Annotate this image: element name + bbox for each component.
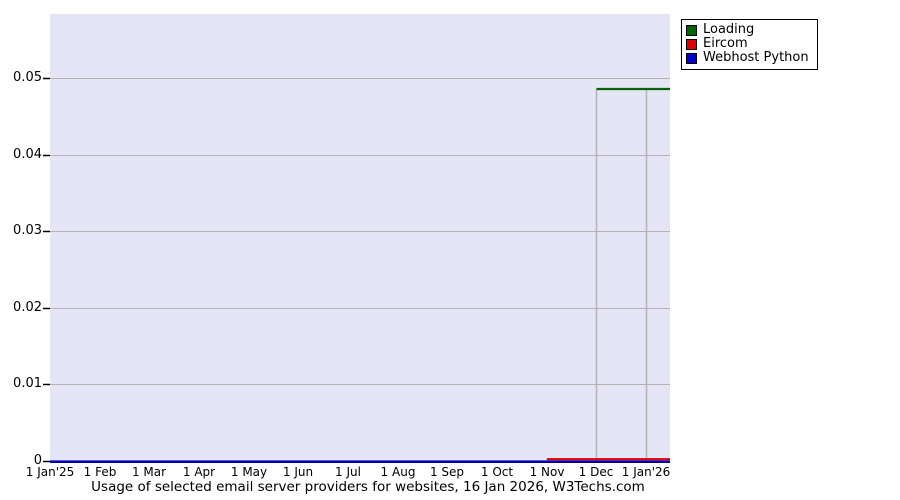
x-tick-label: 1 Jun xyxy=(282,465,314,479)
legend-swatch-loading xyxy=(686,24,697,36)
plot-background xyxy=(50,14,670,461)
x-tick-label: 1 Mar xyxy=(131,465,167,479)
legend-label-eircom: Eircom xyxy=(703,36,748,51)
y-tick-label: 0.04 xyxy=(13,147,42,162)
x-tick-label: 1 Dec xyxy=(578,465,614,479)
legend: Loading Eircom Webhost Python xyxy=(681,19,818,70)
x-tick-label: 1 Jan'26 xyxy=(621,465,671,479)
x-tick-label: 1 May xyxy=(230,465,268,479)
legend-item-eircom: Eircom xyxy=(686,37,809,51)
legend-item-loading: Loading xyxy=(686,23,809,37)
x-tick-label: 1 Nov xyxy=(529,465,565,479)
x-tick-label: 1 Feb xyxy=(83,465,117,479)
y-tick-label: 0.03 xyxy=(13,223,42,238)
legend-label-loading: Loading xyxy=(703,22,755,37)
y-tick-label: 0 xyxy=(33,453,42,468)
y-tick-label: 0.05 xyxy=(13,70,42,85)
y-tick-label: 0.02 xyxy=(13,300,42,315)
x-tick-label: 1 Aug xyxy=(380,465,416,479)
y-tick-label: 0.01 xyxy=(13,376,42,391)
legend-swatch-eircom xyxy=(686,38,697,50)
x-tick-label: 1 Oct xyxy=(480,465,514,479)
x-tick-label: 1 Sep xyxy=(429,465,465,479)
legend-swatch-webhost-python xyxy=(686,52,697,64)
x-tick-label: 1 Apr xyxy=(182,465,216,479)
legend-label-webhost-python: Webhost Python xyxy=(703,50,809,65)
x-tick-label: 1 Jul xyxy=(335,465,361,479)
x-tick-label: 1 Jan'25 xyxy=(25,465,75,479)
chart-title: Usage of selected email server providers… xyxy=(91,479,645,495)
legend-item-webhost-python: Webhost Python xyxy=(686,51,809,65)
